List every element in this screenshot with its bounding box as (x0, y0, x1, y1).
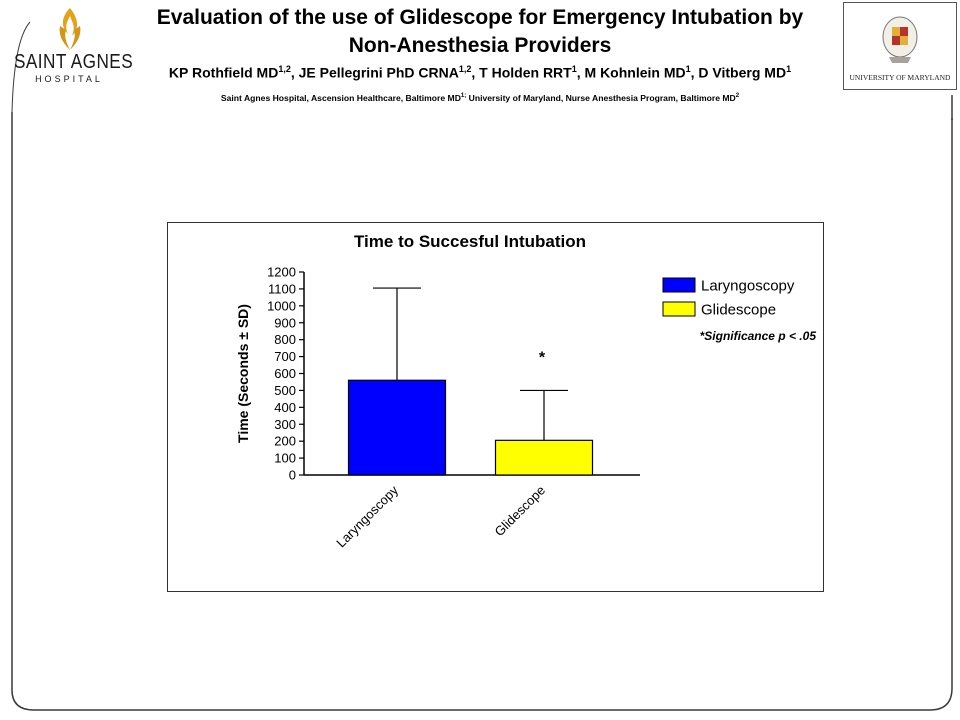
university-of-maryland-logo: UNIVERSITY OF MARYLAND (843, 2, 957, 90)
university-name: UNIVERSITY OF MARYLAND (849, 73, 951, 82)
y-tick-label: 900 (274, 315, 296, 330)
legend-label-laryngoscopy: Laryngoscopy (701, 278, 795, 295)
y-tick-label: 100 (274, 451, 296, 466)
legend-swatch-laryngoscopy (662, 277, 696, 293)
y-tick-label: 500 (274, 383, 296, 398)
title-line-2: Non-Anesthesia Providers (348, 34, 612, 57)
y-axis-label: Time (Seconds ± SD) (235, 304, 251, 443)
y-tick-label: 1200 (267, 265, 296, 280)
y-tick-label: 1000 (267, 298, 296, 313)
y-tick-label: 400 (274, 400, 296, 415)
title-line-1: Evaluation of the use of Glidescope for … (156, 6, 804, 29)
y-tick-label: 800 (274, 332, 296, 347)
university-seal-icon (882, 16, 918, 63)
bar-glidescope (494, 439, 594, 476)
legend-note: *Significance p < .05 (700, 329, 817, 343)
x-tick-label-glidescope: Glidescope (492, 483, 549, 540)
author-list: KP Rothfield MD1,2, JE Pellegrini PhD CR… (168, 64, 792, 81)
legend-label-glidescope: Glidescope (701, 302, 776, 319)
x-tick-label-laryngoscopy: Laryngoscopy (333, 482, 401, 550)
chart-panel: Time to Succesful Intubation 0 100 200 300 40… (167, 222, 824, 592)
hospital-subtitle: HOSPITAL (35, 74, 103, 84)
saint-agnes-logo: SAINT AGNES HOSPITAL (14, 6, 134, 88)
hospital-name: SAINT AGNES (14, 51, 134, 73)
poster-title: Evaluation of the use of Glidescope for … (124, 4, 836, 60)
y-tick-label: 300 (274, 417, 296, 432)
significance-marker: * (539, 349, 546, 366)
y-tick-label: 1100 (268, 281, 296, 296)
y-tick-label: 0 (289, 468, 296, 483)
bar-chart: Time to Succesful Intubation 0 100 200 300 40… (235, 232, 817, 550)
chart-title: Time to Succesful Intubation (354, 232, 586, 251)
y-tick-label: 200 (274, 434, 296, 449)
legend-swatch-glidescope (662, 301, 696, 317)
bar-laryngoscopy (347, 379, 447, 476)
y-tick-label: 600 (274, 366, 296, 381)
y-tick-label: 700 (274, 349, 296, 364)
affiliations: Saint Agnes Hospital, Ascension Healthca… (220, 93, 740, 103)
flame-figure-logo-icon (59, 8, 81, 50)
